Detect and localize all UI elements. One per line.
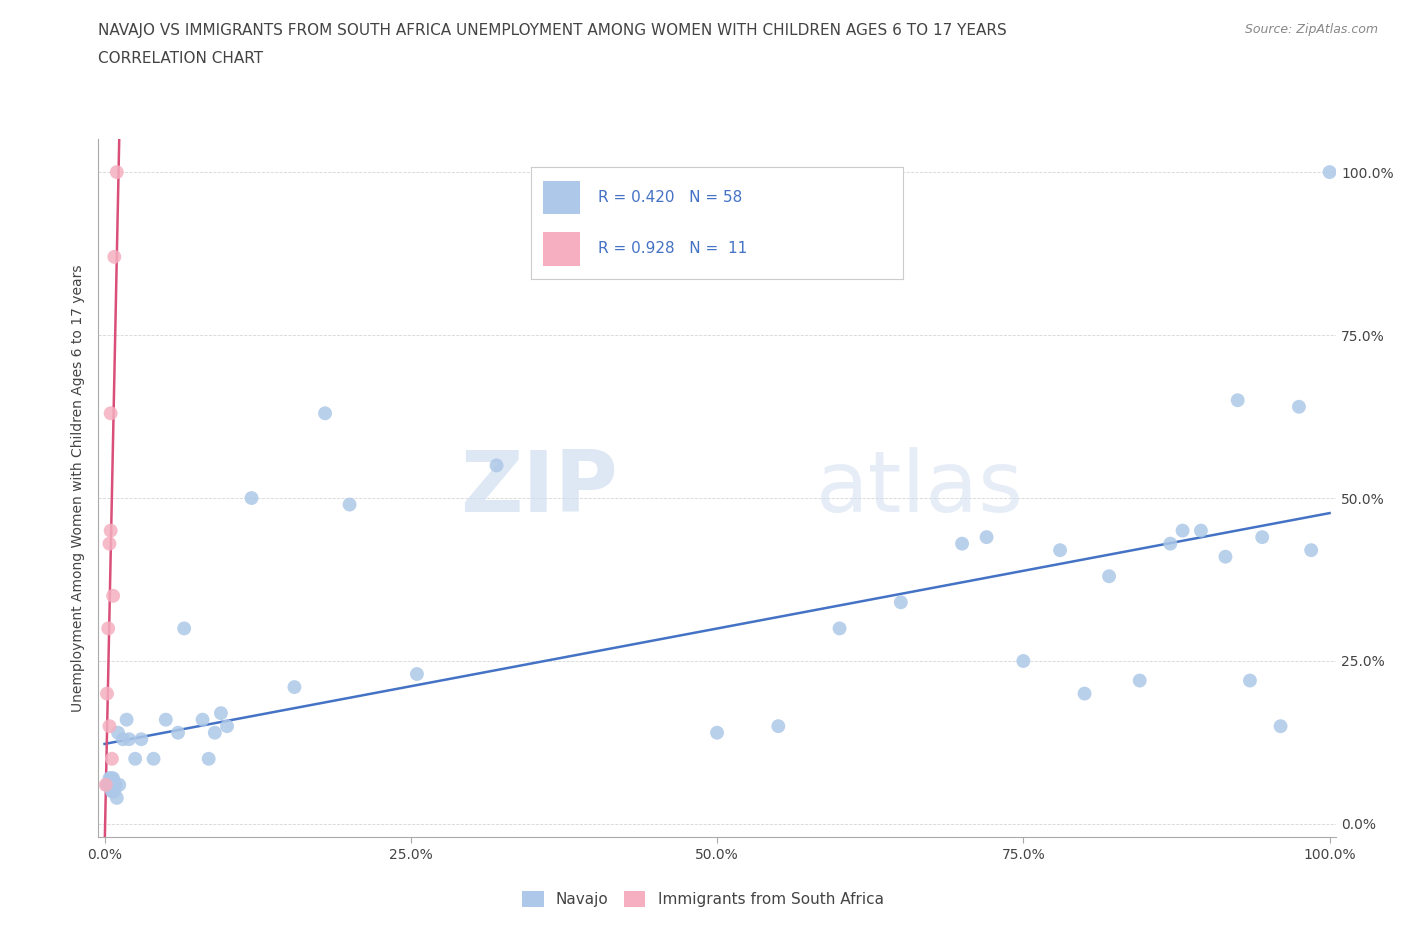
Point [104, 777, 127, 792]
Point [100, 771, 122, 786]
Point [101, 784, 124, 799]
Point [101, 589, 124, 604]
Point [1049, 543, 1071, 558]
Point [1288, 399, 1310, 414]
Point [976, 530, 998, 545]
Point [103, 784, 125, 799]
Point [105, 790, 128, 805]
Text: NAVAJO VS IMMIGRANTS FROM SOUTH AFRICA UNEMPLOYMENT AMONG WOMEN WITH CHILDREN AG: NAVAJO VS IMMIGRANTS FROM SOUTH AFRICA U… [98, 23, 1007, 38]
Point [167, 725, 190, 740]
Point [124, 751, 146, 766]
Point [100, 777, 122, 792]
Point [706, 725, 728, 740]
Point [118, 732, 141, 747]
Point [97, 777, 120, 792]
Point [101, 771, 124, 786]
Point [215, 719, 238, 734]
Point [173, 621, 195, 636]
Point [406, 667, 429, 682]
Point [828, 621, 851, 636]
Point [283, 680, 305, 695]
Point [97, 621, 120, 636]
Y-axis label: Unemployment Among Women with Children Ages 6 to 17 years: Unemployment Among Women with Children A… [72, 264, 86, 712]
Point [105, 165, 128, 179]
Point [240, 491, 263, 506]
Point [1073, 686, 1095, 701]
Point [1098, 569, 1121, 584]
Point [890, 595, 912, 610]
Point [1215, 550, 1237, 565]
Point [96, 777, 118, 792]
Point [768, 719, 790, 734]
Text: CORRELATION CHART: CORRELATION CHART [98, 51, 263, 66]
Point [314, 405, 336, 420]
Text: atlas: atlas [815, 446, 1024, 530]
Point [97, 777, 120, 792]
Text: ZIP: ZIP [460, 446, 619, 530]
Point [1226, 392, 1249, 407]
Point [339, 498, 361, 512]
Legend: Navajo, Immigrants from South Africa: Navajo, Immigrants from South Africa [516, 884, 890, 913]
Point [142, 751, 165, 766]
Point [204, 725, 226, 740]
Point [100, 524, 122, 538]
Point [1270, 719, 1292, 734]
Point [111, 732, 134, 747]
Point [98, 537, 121, 551]
Text: Source: ZipAtlas.com: Source: ZipAtlas.com [1244, 23, 1378, 36]
Point [209, 706, 232, 721]
Point [100, 405, 122, 420]
Point [101, 784, 124, 799]
Point [107, 725, 129, 740]
Point [103, 249, 125, 264]
Point [1171, 524, 1194, 538]
Point [94, 777, 117, 792]
Point [98, 771, 121, 786]
Point [101, 771, 124, 786]
Point [1159, 537, 1181, 551]
Point [129, 732, 152, 747]
Point [101, 751, 124, 766]
Point [108, 777, 131, 792]
Point [96, 686, 118, 701]
Point [155, 712, 177, 727]
Point [115, 712, 138, 727]
Point [1129, 673, 1152, 688]
Point [197, 751, 219, 766]
Point [1189, 524, 1212, 538]
Point [1319, 165, 1341, 179]
Point [485, 458, 508, 472]
Point [191, 712, 214, 727]
Point [1012, 654, 1035, 669]
Point [98, 777, 121, 792]
Point [950, 537, 973, 551]
Point [98, 719, 121, 734]
Point [1301, 543, 1323, 558]
Point [1239, 673, 1261, 688]
Point [1251, 530, 1274, 545]
